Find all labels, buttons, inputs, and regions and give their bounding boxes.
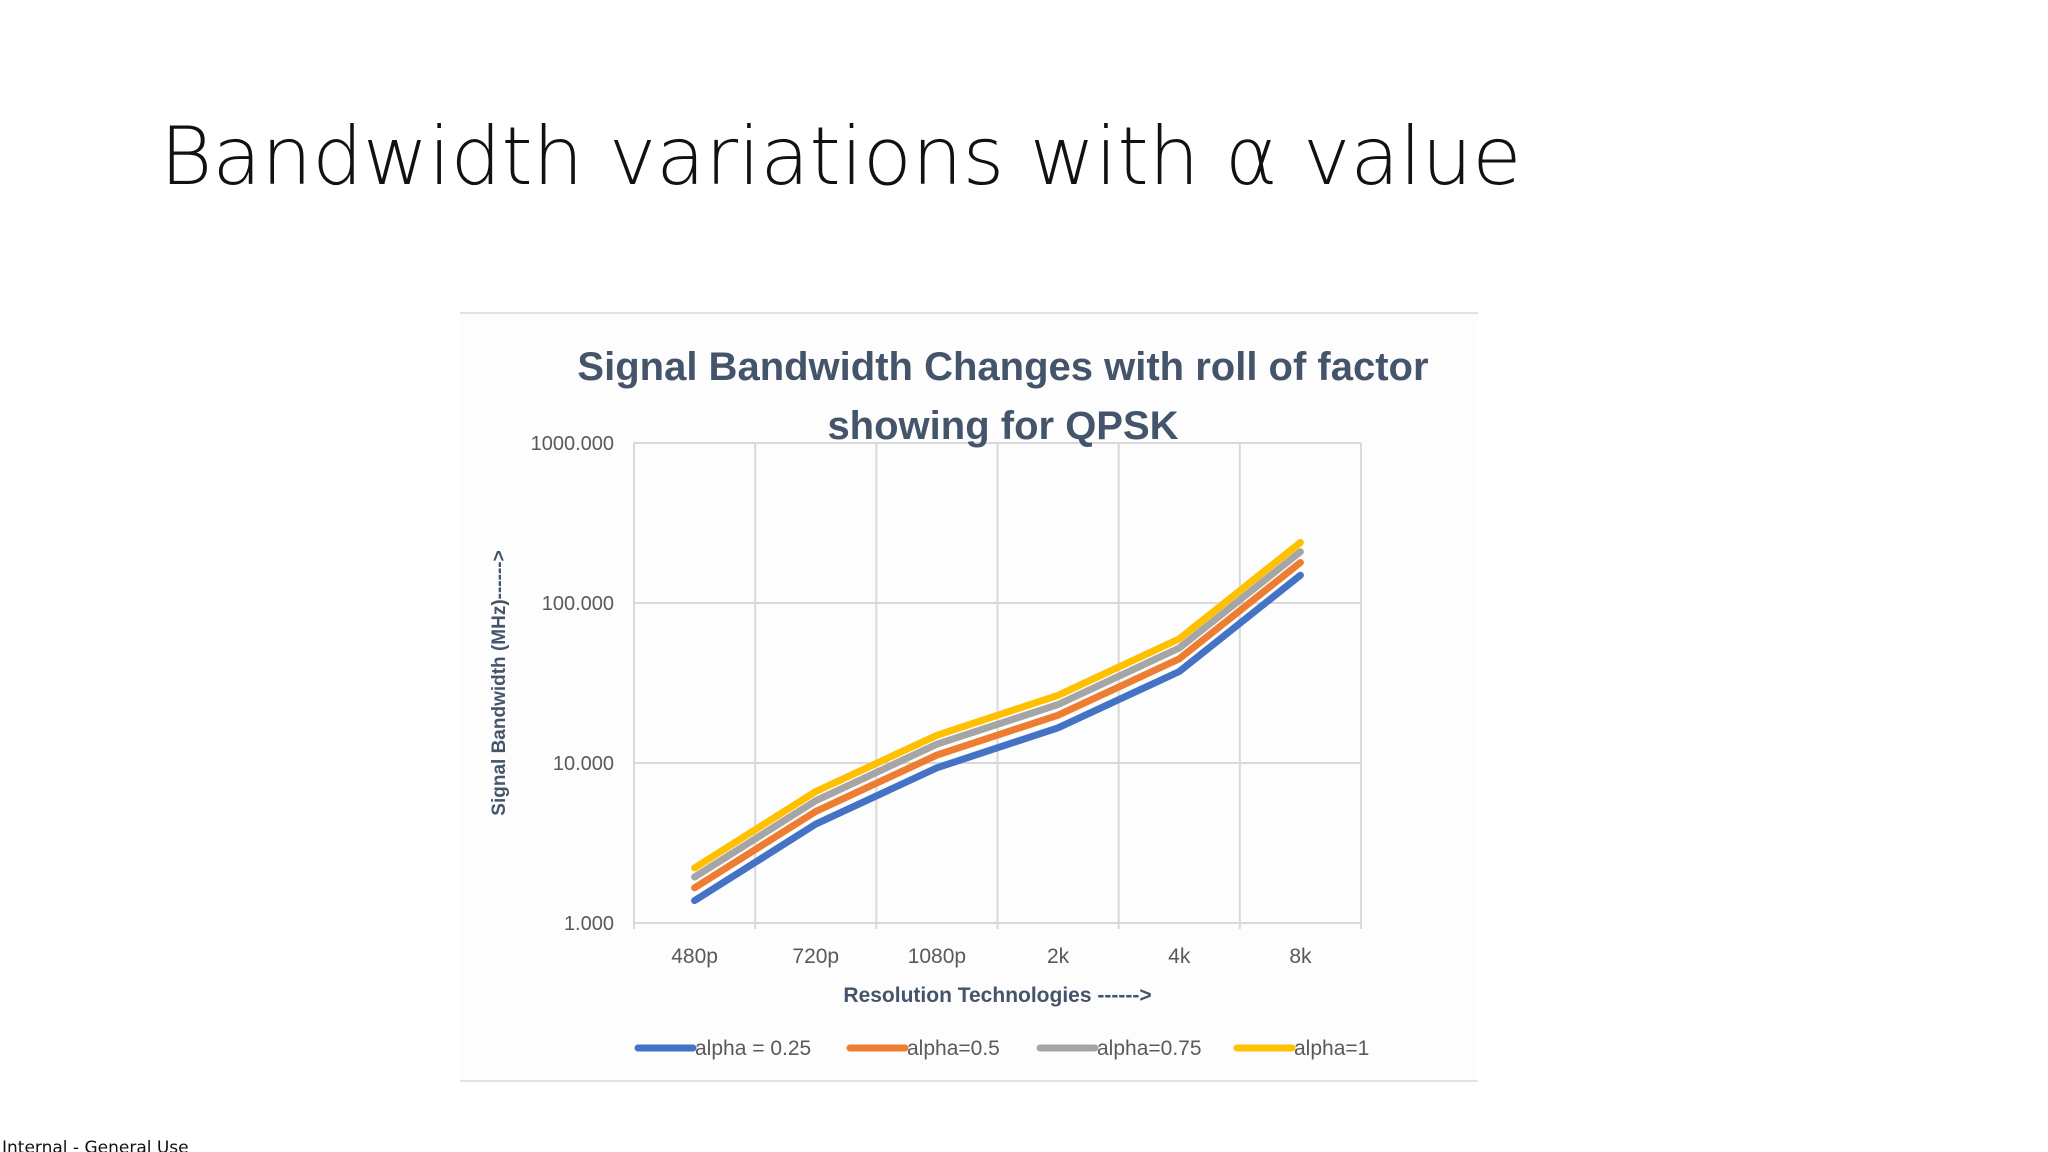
chart-top-border — [460, 312, 1478, 314]
x-axis-label: Resolution Technologies ------> — [843, 984, 1151, 1007]
y-tick-label: 1000.000 — [531, 433, 614, 455]
y-tick-label: 1.000 — [564, 913, 614, 935]
legend-label: alpha=0.5 — [907, 1037, 1000, 1060]
series-line — [691, 571, 1304, 905]
x-tick-label: 480p — [671, 945, 718, 968]
chart-title: showing for QPSK — [827, 404, 1178, 448]
x-tick-label: 720p — [792, 945, 839, 968]
x-tick-label: 4k — [1168, 945, 1191, 968]
legend-label: alpha=0.75 — [1097, 1037, 1202, 1060]
y-tick-label: 10.000 — [553, 753, 614, 775]
x-tick-label: 1080p — [908, 945, 966, 968]
series-line — [691, 559, 1304, 892]
text-layer: 1.000 10.000 100.000 1000.000 480p 720p 1080p 2… — [489, 345, 1429, 1007]
series-layer — [691, 539, 1304, 905]
series-line — [691, 548, 1304, 881]
footer-label: Internal - General Use — [2, 1138, 189, 1152]
legend-label: alpha=1 — [1294, 1037, 1369, 1060]
y-tick-label: 100.000 — [542, 593, 614, 615]
legend-label: alpha = 0.25 — [695, 1037, 811, 1060]
y-axis-label: Signal Bandwidth (MHz)------> — [489, 550, 510, 815]
chart-area: 1.000 10.000 100.000 1000.000 480p 720p 1080p 2… — [460, 312, 1478, 1082]
series-line — [691, 539, 1304, 872]
x-tick-label: 8k — [1289, 945, 1312, 968]
chart-title: Signal Bandwidth Changes with roll of fa… — [577, 345, 1428, 389]
chart-bottom-border — [460, 1080, 1478, 1082]
legend: alpha = 0.25 alpha=0.5 alpha=0.75 alpha=1 — [634, 1037, 1369, 1060]
line-chart: 1.000 10.000 100.000 1000.000 480p 720p 1080p 2… — [489, 345, 1429, 1060]
x-tick-label: 2k — [1047, 945, 1070, 968]
slide-title: Bandwidth variations with α value — [160, 110, 1522, 203]
